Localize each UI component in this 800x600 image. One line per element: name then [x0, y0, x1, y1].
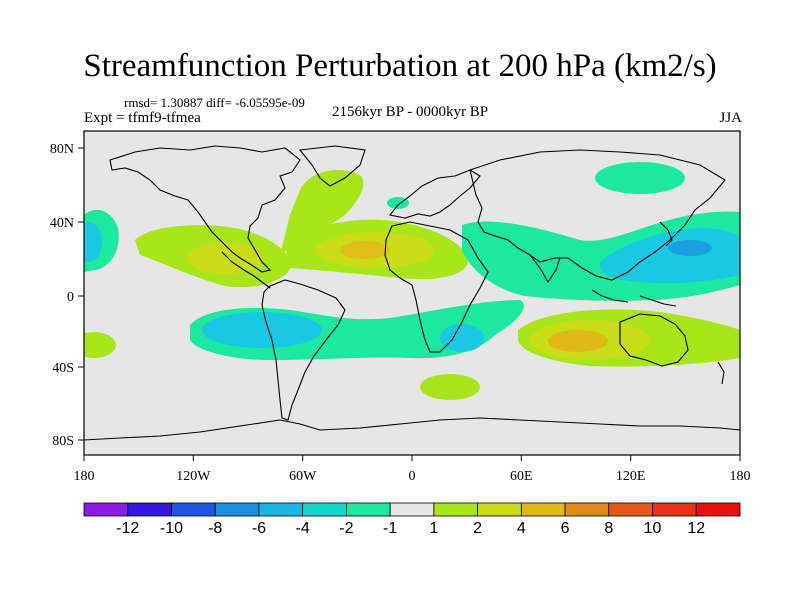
lon-tick-labels: 180 120W 60W 0 60E 120E 180 — [74, 469, 751, 484]
lat-tick-labels: 80N 40N 0 40S 80S — [50, 142, 74, 449]
lon-label-180e: 180 — [730, 469, 751, 484]
colorbar-swatch — [477, 502, 522, 517]
field-nw-pacific-low — [599, 228, 740, 284]
coast-africa — [384, 221, 489, 353]
coast-india — [529, 254, 561, 284]
period-label: 2156kyr BP - 0000kyr BP — [331, 104, 489, 120]
colorbar-label: 10 — [644, 520, 662, 537]
colorbar-label: 1 — [429, 520, 438, 537]
colorbar-swatch — [345, 502, 391, 517]
coast-japan — [659, 221, 673, 247]
colorbar-swatch — [389, 502, 435, 517]
map-title: Streamfunction Perturbation at 200 hPa (… — [83, 48, 717, 84]
coast-north-america — [109, 145, 301, 273]
coast-new-zealand — [717, 361, 725, 385]
field-southern-ocean-high — [420, 374, 480, 400]
colorbar-swatch — [564, 502, 610, 517]
experiment-label: Expt = tfmf9-tfmea — [84, 110, 201, 126]
field-nw-pacific-core — [668, 240, 712, 256]
field-mexico-high — [187, 242, 263, 274]
colorbar-label: 4 — [517, 520, 526, 537]
lat-label-80n: 80N — [50, 142, 74, 157]
colorbar-swatch — [433, 502, 479, 517]
season-label: JJA — [719, 110, 742, 126]
colorbar-swatch — [652, 502, 697, 517]
field-north-pacific-ridge — [595, 162, 685, 194]
colorbar-label: -2 — [339, 520, 353, 537]
field-south-atlantic-low — [440, 324, 484, 352]
field-west-atlantic-cell — [387, 197, 409, 209]
lon-label-180w: 180 — [74, 469, 95, 484]
field-south-pacific-low — [202, 312, 322, 348]
lat-label-40n: 40N — [50, 216, 74, 231]
colorbar-label: 6 — [561, 520, 570, 537]
lat-label-80s: 80S — [52, 434, 74, 449]
colorbar-swatch — [695, 502, 741, 517]
colorbar-swatch — [302, 502, 347, 517]
lon-label-120w: 120W — [176, 469, 211, 484]
colorbar-labels: -12 -10 -8 -6 -4 -2 -1 1 2 4 6 8 10 12 — [116, 520, 705, 537]
field-north-atlantic-ridge — [280, 170, 364, 255]
coast-asia — [469, 149, 726, 281]
coast-europe — [389, 169, 481, 219]
colorbar-label: 2 — [473, 520, 482, 537]
colorbar-swatch — [83, 502, 129, 517]
field-indian-ocean-core — [548, 330, 608, 352]
lon-label-0: 0 — [409, 469, 416, 484]
coastlines — [84, 145, 740, 441]
field-ne-pacific-core — [84, 222, 102, 262]
colorbar-swatch — [171, 502, 216, 517]
colorbar-label: -10 — [160, 520, 183, 537]
coast-greenland — [298, 145, 366, 187]
lon-label-60w: 60W — [289, 469, 317, 484]
colorbar-label: -4 — [296, 520, 310, 537]
colorbar-label: 8 — [604, 520, 613, 537]
colorbar-swatch — [258, 502, 304, 517]
colorbar — [83, 502, 741, 517]
contour-fields — [84, 162, 740, 400]
colorbar-swatch — [520, 502, 566, 517]
colorbar-label: -1 — [383, 520, 397, 537]
colorbar-swatch — [214, 502, 260, 517]
colorbar-swatch — [127, 502, 172, 517]
colorbar-swatch — [608, 502, 653, 517]
coast-central-america — [221, 251, 271, 289]
colorbar-label: -6 — [252, 520, 266, 537]
coast-south-america — [261, 279, 346, 421]
lon-label-120e: 120E — [616, 469, 646, 484]
lat-label-40s: 40S — [52, 361, 74, 376]
field-central-atlantic-core — [340, 241, 390, 259]
field-dateline-south-west — [84, 332, 116, 358]
coast-indonesia — [591, 289, 677, 307]
colorbar-label: -8 — [208, 520, 222, 537]
coast-antarctica — [84, 417, 740, 441]
lat-label-0: 0 — [67, 290, 74, 305]
colorbar-label: 12 — [687, 520, 705, 537]
stats-text: rmsd= 1.30887 diff= -6.05595e-09 — [124, 95, 305, 110]
colorbar-label: -12 — [116, 520, 139, 537]
axis-ticks — [78, 147, 741, 461]
lon-label-60e: 60E — [510, 469, 533, 484]
coast-australia — [619, 313, 689, 367]
